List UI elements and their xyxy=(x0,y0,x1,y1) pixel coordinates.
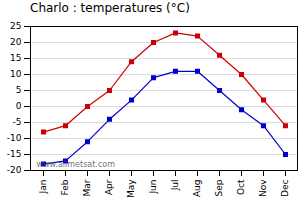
svg-text:15: 15 xyxy=(10,53,21,63)
svg-text:Dec: Dec xyxy=(280,179,290,196)
svg-text:10: 10 xyxy=(10,69,22,79)
svg-text:20: 20 xyxy=(10,37,22,47)
svg-text:Sep: Sep xyxy=(214,179,224,196)
svg-text:Jan: Jan xyxy=(38,180,48,195)
svg-text:Mar: Mar xyxy=(82,179,92,196)
svg-text:5: 5 xyxy=(16,85,22,95)
svg-text:-20: -20 xyxy=(7,165,22,175)
svg-text:0: 0 xyxy=(16,101,22,111)
svg-text:Apr: Apr xyxy=(104,179,114,195)
svg-text:Jul: Jul xyxy=(170,180,180,192)
svg-text:25: 25 xyxy=(10,21,21,31)
svg-text:Feb: Feb xyxy=(60,179,70,195)
html-text:Charlo : temperatures (°C): Charlo : temperatures (°C) xyxy=(30,1,190,15)
svg-text:-5: -5 xyxy=(13,117,22,127)
svg-text:Oct: Oct xyxy=(236,179,246,195)
svg-text:May: May xyxy=(126,179,136,198)
svg-text:-10: -10 xyxy=(7,133,22,143)
svg-text:Jun: Jun xyxy=(148,180,158,195)
svg-text:www.allmetsat.com: www.allmetsat.com xyxy=(37,160,116,169)
svg-text:-15: -15 xyxy=(7,149,22,159)
svg-text:Nov: Nov xyxy=(258,179,268,197)
svg-text:Aug: Aug xyxy=(192,180,202,198)
